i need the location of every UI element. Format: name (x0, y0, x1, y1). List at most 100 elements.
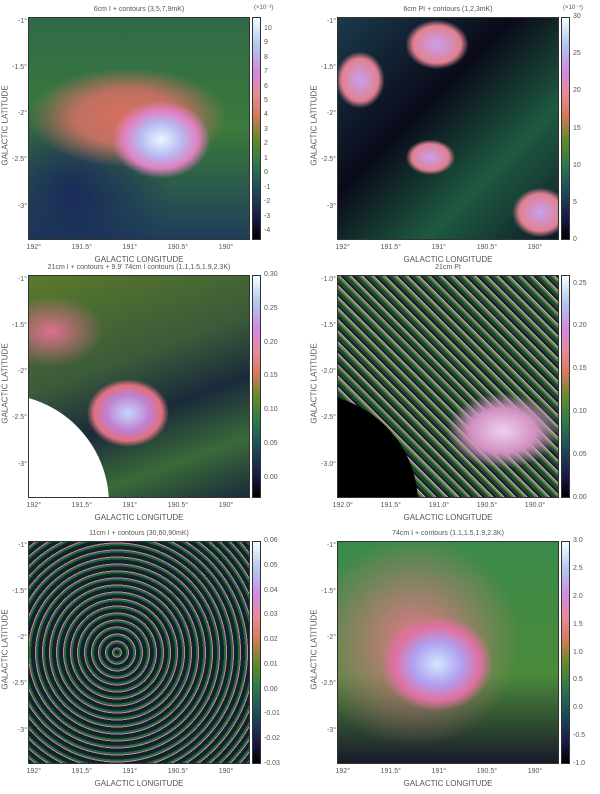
colorbar-tick-label: -4 (264, 227, 271, 235)
colorbar-tick-label: 5 (264, 96, 268, 104)
x-tick-label: 190° (527, 768, 543, 775)
x-tick-label: 190° (218, 502, 234, 509)
y-tick-label: -3° (326, 202, 336, 210)
y-tick-label: -2° (326, 634, 336, 642)
x-tick-label: 191.5° (71, 502, 92, 509)
y-tick-label: -1° (17, 275, 27, 283)
colorbar-unit: (×10⁻³) (254, 5, 274, 11)
colorbar-tick-label: 30 (573, 13, 581, 20)
colorbar-unit: (×10⁻⁴) (563, 5, 583, 11)
y-tick-label: -2.5° (12, 156, 27, 164)
colorbar-tick-label: 0.00 (264, 473, 278, 481)
colorbar-tick-label: 2.5 (573, 564, 583, 572)
colorbar-tick-label: 0.0 (573, 704, 583, 712)
sky-map-image (337, 17, 559, 240)
y-tick-label: -2.5° (12, 414, 27, 422)
x-tick-label: 192° (26, 244, 42, 251)
panel-title: 11cm I + contours (30,60,90mK) (89, 530, 189, 537)
y-tick-label: -1° (17, 17, 27, 25)
y-tick-label: -3° (17, 202, 27, 210)
sky-map-image (337, 541, 559, 764)
x-tick-label: 190.5° (167, 502, 189, 509)
colorbar-tick-label: 2 (264, 140, 268, 148)
x-tick-label: 190.5° (167, 768, 189, 775)
y-tick-label: -1.0° (321, 275, 336, 283)
x-tick-label: 192.0° (332, 502, 353, 509)
colorbar-tick-label: 0.03 (264, 611, 278, 619)
colorbar-tick-label: 6 (264, 82, 268, 90)
panel-1: 6cm I + contours (3,5,7,9mK) GALACTIC LO… (0, 5, 300, 270)
x-tick-label: 190° (218, 768, 234, 775)
panel-title: 6cm PI + contours (1,2,3mK) (403, 6, 493, 13)
x-tick-label: 191.5° (380, 244, 401, 251)
x-tick-label: 191.5° (71, 244, 92, 251)
colorbar-tick-label: -0.01 (264, 710, 280, 718)
y-tick-label: -1.5° (321, 63, 336, 71)
x-axis-label: GALACTIC LONGITUDE (94, 779, 184, 788)
y-tick-label: -1.5° (321, 321, 336, 329)
panel-title: 21cm PI (435, 264, 461, 271)
colorbar-tick-label: -3 (264, 212, 271, 220)
colorbar-tick-label: 8 (264, 53, 268, 61)
colorbar-tick-label: 0.25 (573, 279, 587, 287)
panel-title: 74cm I + contours (1.1,1.5,1.9,2.3K) (392, 530, 504, 537)
panel-title: 6cm I + contours (3,5,7,9mK) (93, 6, 185, 13)
colorbar-tick-label: 0.5 (573, 676, 583, 684)
colorbar-tick-label: 0.10 (264, 406, 278, 414)
colorbar-tick-label: 10 (264, 24, 272, 32)
colorbar-tick-label: 0.06 (264, 537, 278, 544)
colorbar-tick-label: 3 (264, 125, 268, 133)
colorbar-tick-label: 0.15 (264, 372, 278, 380)
colorbar-tick-label: 15 (573, 124, 581, 132)
y-tick-label: -1.5° (321, 587, 336, 595)
x-tick-label: 191° (431, 244, 447, 251)
y-tick-label: -3° (17, 460, 27, 468)
y-tick-label: -2° (326, 110, 336, 118)
colorbar-tick-label: 0.20 (573, 322, 587, 330)
x-tick-label: 191.5° (380, 502, 401, 509)
colorbar-tick-label: 4 (264, 111, 268, 119)
colorbar-tick-label: 1 (264, 154, 268, 162)
colorbar (252, 541, 261, 764)
y-axis-label: GALACTIC LATITUDE (309, 85, 319, 166)
panel-3: 21cm I + contours + 9.9' 74cm I contours… (0, 263, 300, 528)
colorbar-tick-label: 1.0 (573, 648, 583, 656)
x-tick-label: 190° (527, 244, 543, 251)
panel-title: 21cm I + contours + 9.9' 74cm I contours… (47, 264, 231, 271)
colorbar-tick-label: 0.30 (264, 271, 278, 278)
colorbar (561, 275, 570, 498)
y-tick-label: -2.5° (321, 414, 336, 422)
colorbar-tick-label: 2.0 (573, 592, 583, 600)
x-tick-label: 190.5° (476, 244, 498, 251)
colorbar-tick-label: -0.03 (264, 760, 280, 767)
colorbar-tick-label: 0.05 (264, 439, 278, 447)
x-tick-label: 192° (335, 244, 351, 251)
y-axis-label: GALACTIC LATITUDE (309, 343, 319, 424)
x-axis-label: GALACTIC LONGITUDE (403, 255, 493, 264)
x-tick-label: 190.5° (476, 768, 498, 775)
colorbar-tick-label: 1.5 (573, 620, 583, 628)
x-axis-label: GALACTIC LONGITUDE (94, 513, 184, 522)
y-tick-label: -1° (326, 17, 336, 25)
x-axis-label: GALACTIC LONGITUDE (403, 779, 493, 788)
x-tick-label: 190° (218, 244, 234, 251)
colorbar-tick-label: 9 (264, 39, 268, 47)
x-tick-label: 191.5° (380, 768, 401, 775)
y-tick-label: -2.5° (12, 680, 27, 688)
colorbar-tick-label: 0.15 (573, 365, 587, 373)
colorbar-tick-label: 0.20 (264, 338, 278, 346)
colorbar-tick-label: 0.10 (573, 408, 587, 416)
sky-map-image (28, 17, 250, 240)
y-axis-label: GALACTIC LATITUDE (0, 343, 10, 424)
y-tick-label: -1.5° (12, 321, 27, 329)
y-tick-label: -1° (326, 541, 336, 549)
colorbar-tick-label: 0.02 (264, 636, 278, 644)
y-tick-label: -1° (17, 541, 27, 549)
colorbar (561, 17, 570, 240)
y-tick-label: -3° (326, 726, 336, 734)
colorbar-tick-label: 0.00 (264, 685, 278, 693)
sky-map-image (28, 275, 250, 498)
colorbar-tick-label: -1 (264, 183, 271, 191)
colorbar-tick-label: 5 (573, 198, 577, 206)
colorbar-tick-label: -2 (264, 198, 271, 206)
